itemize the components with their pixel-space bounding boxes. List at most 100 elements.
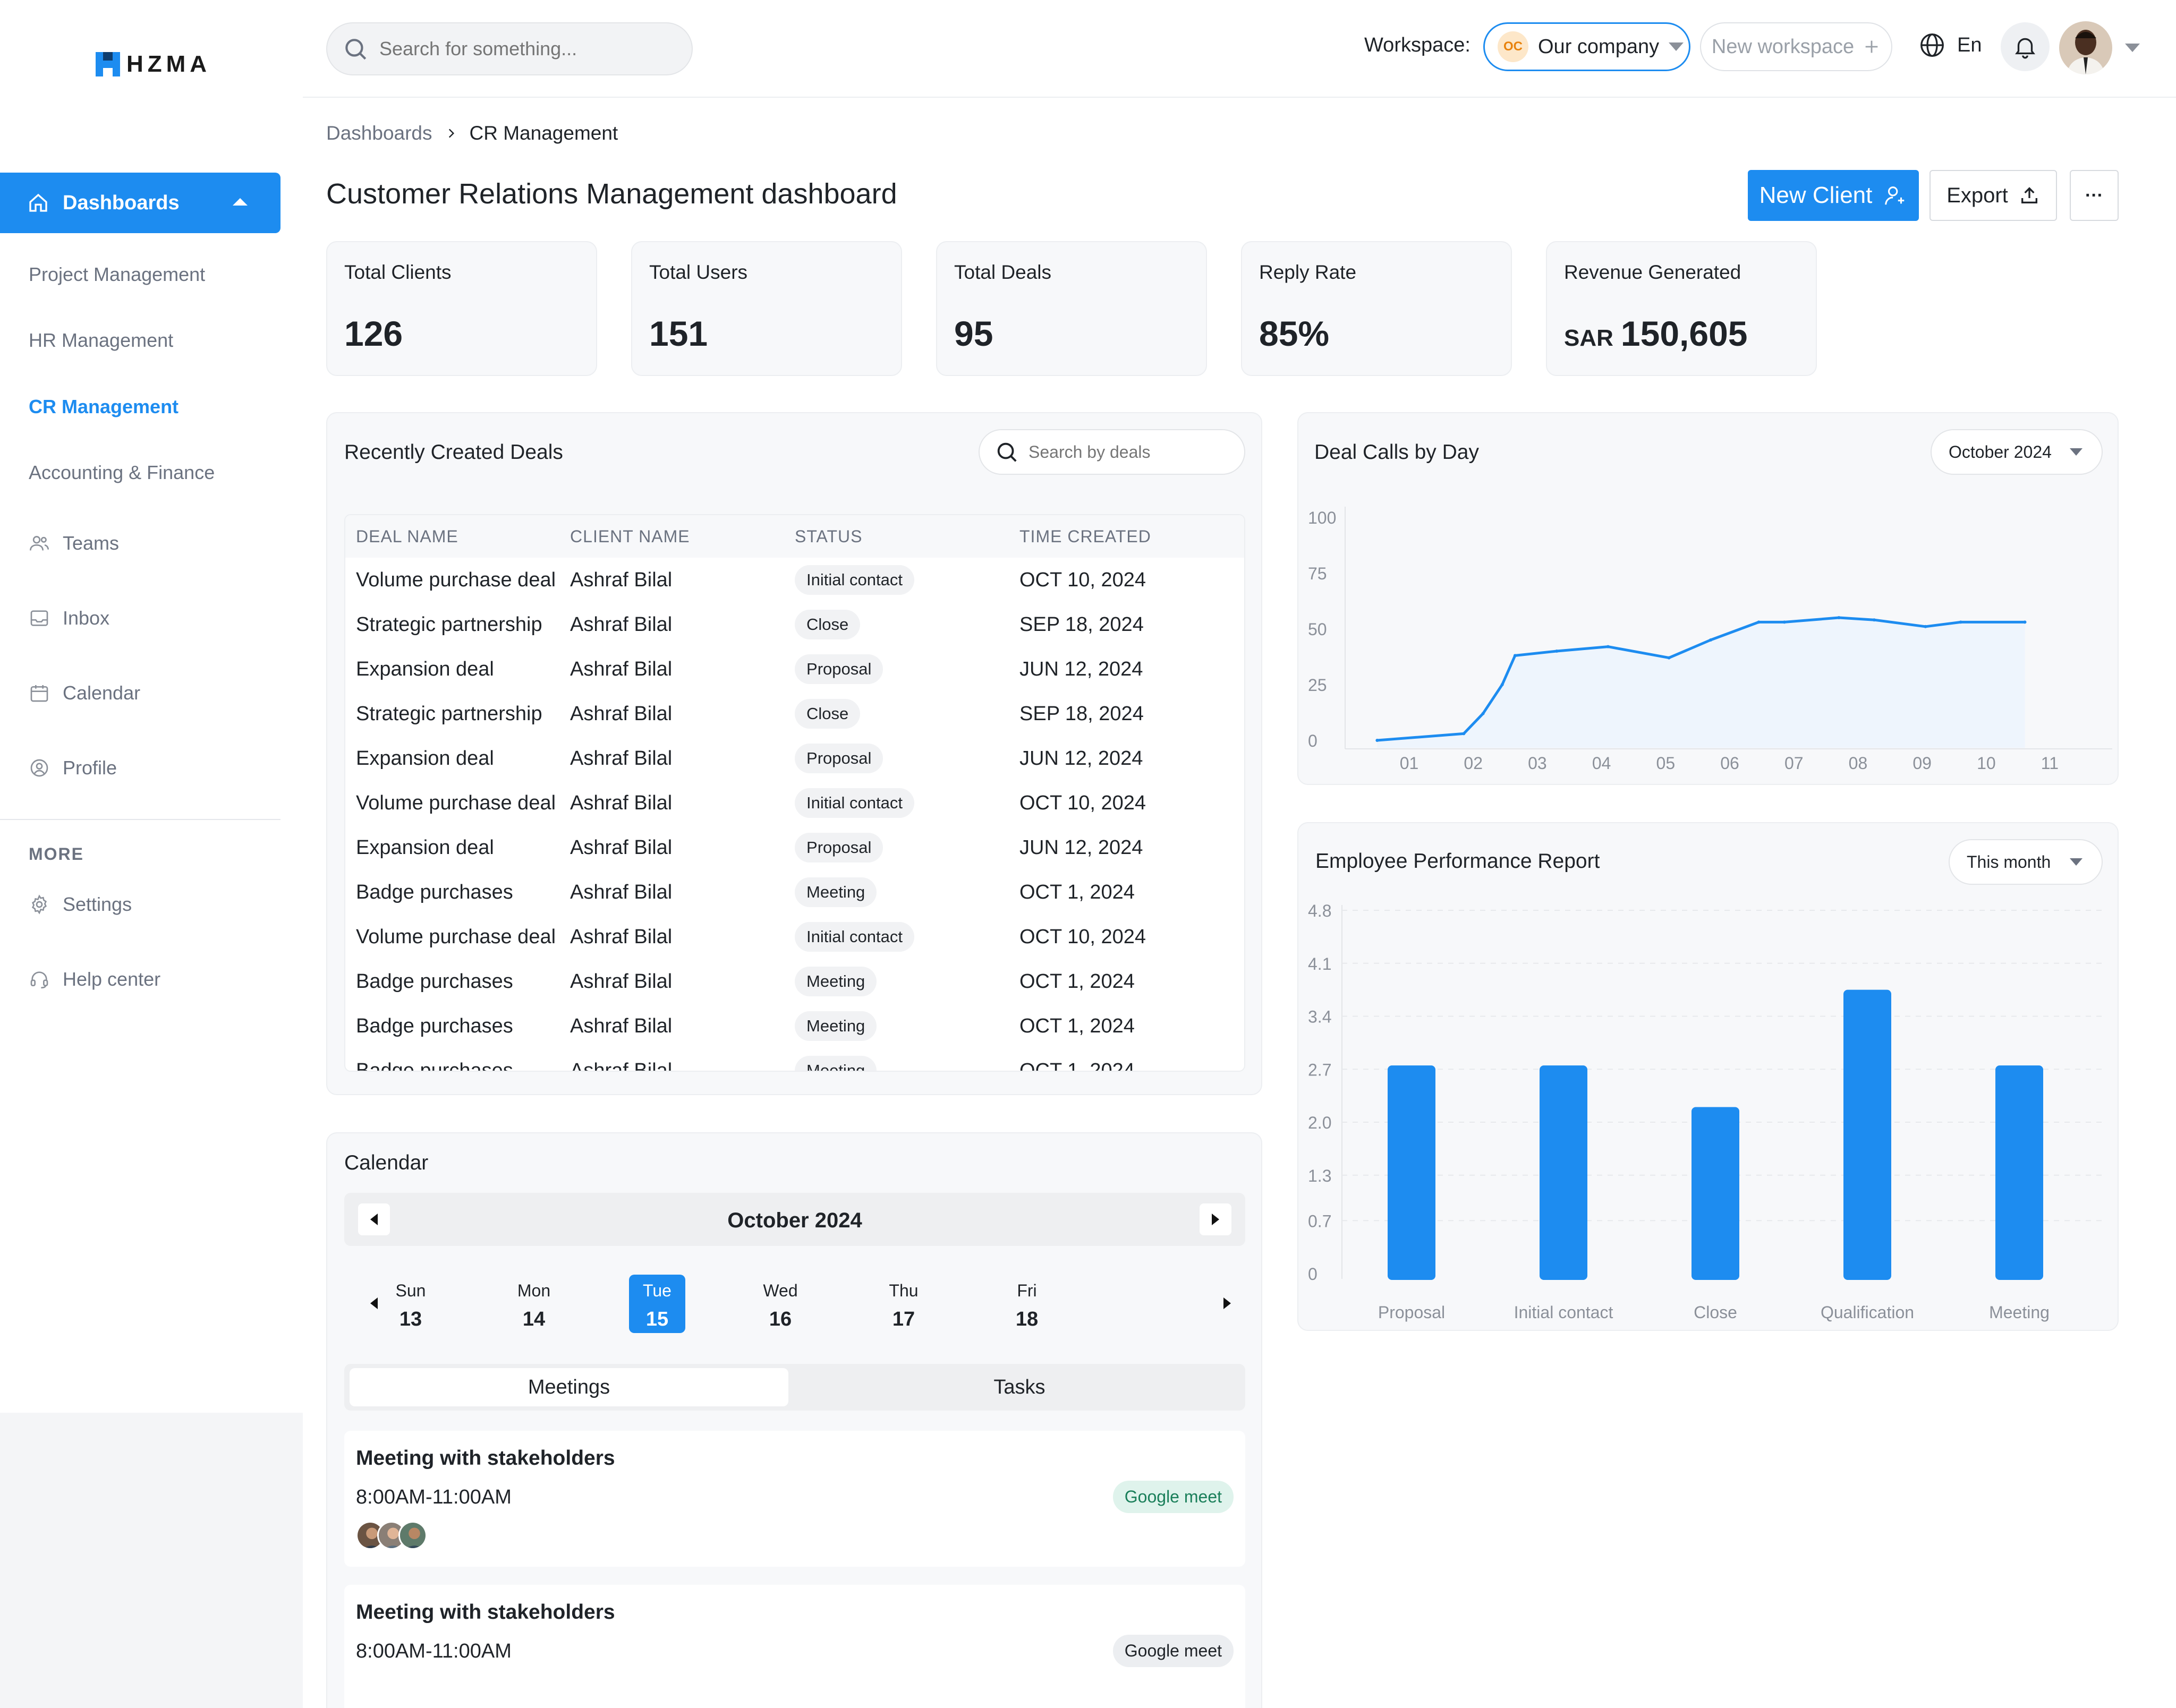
- bar[interactable]: [1843, 989, 1891, 1280]
- deal-search[interactable]: [979, 429, 1245, 475]
- table-row[interactable]: Expansion deal Ashraf Bilal Proposal JUN 12…: [345, 736, 1244, 781]
- status-badge: Proposal: [795, 744, 883, 773]
- language-selector[interactable]: En: [1918, 31, 1982, 59]
- sidebar-subitem-cr-management[interactable]: CR Management: [29, 396, 179, 417]
- sidebar-item-label: Profile: [63, 757, 117, 779]
- column-header[interactable]: CLIENT NAME: [570, 526, 690, 546]
- day-date: 17: [892, 1308, 915, 1330]
- table-row[interactable]: Expansion deal Ashraf Bilal Proposal JUN 12…: [345, 825, 1244, 870]
- search-icon: [345, 39, 367, 60]
- profile-menu-chevron-icon[interactable]: [2125, 44, 2140, 52]
- logo-mark-icon: [96, 52, 120, 76]
- workspace-select[interactable]: OC Our company: [1483, 22, 1690, 71]
- table-body: Volume purchase deal Ashraf Bilal Initial …: [345, 558, 1244, 1072]
- table-row[interactable]: Volume purchase deal Ashraf Bilal Initial …: [345, 558, 1244, 602]
- sidebar-subitem-accounting-finance[interactable]: Accounting & Finance: [29, 462, 215, 483]
- status-cell: Initial contact: [795, 565, 1019, 595]
- client-name-cell: Ashraf Bilal: [570, 1014, 673, 1037]
- plus-icon: [1865, 40, 1878, 53]
- bar[interactable]: [1692, 1107, 1739, 1280]
- sidebar-footer-area: [0, 1413, 303, 1708]
- x-tick-label: Initial contact: [1514, 1303, 1613, 1322]
- bar[interactable]: [1540, 1065, 1587, 1280]
- tab-meetings[interactable]: Meetings: [350, 1368, 788, 1406]
- meeting-card[interactable]: Meeting with stakeholders 8:00AM-11:00AM…: [344, 1585, 1245, 1708]
- new-client-button[interactable]: New Client: [1748, 170, 1919, 221]
- meeting-card[interactable]: Meeting with stakeholders 8:00AM-11:00AM…: [344, 1431, 1245, 1567]
- deal-name-cell: Badge purchases: [356, 1059, 513, 1072]
- workspace-selected: Our company: [1538, 35, 1660, 58]
- sidebar-item-settings[interactable]: Settings: [29, 893, 132, 916]
- time-created-cell: JUN 12, 2024: [1019, 836, 1143, 859]
- prev-month-button[interactable]: [358, 1203, 390, 1235]
- table-header: DEAL NAME CLIENT NAME STATUS TIME CREATE…: [345, 515, 1244, 558]
- caret-up-icon[interactable]: [233, 198, 248, 206]
- day-sun[interactable]: Sun 13: [382, 1275, 439, 1333]
- sidebar-item-inbox[interactable]: Inbox: [29, 607, 109, 629]
- sidebar-item-profile[interactable]: Profile: [29, 757, 117, 779]
- sidebar-subitem-project-management[interactable]: Project Management: [29, 263, 206, 285]
- table-row[interactable]: Volume purchase deal Ashraf Bilal Initial …: [345, 915, 1244, 959]
- column-header[interactable]: STATUS: [795, 526, 863, 546]
- day-thu[interactable]: Thu 17: [876, 1275, 932, 1333]
- global-search[interactable]: [326, 22, 693, 75]
- day-fri[interactable]: Fri 18: [999, 1275, 1055, 1333]
- table-row[interactable]: Badge purchases Ashraf Bilal Meeting OCT 1,…: [345, 870, 1244, 915]
- more-options-button[interactable]: ···: [2070, 170, 2119, 221]
- sidebar-subitem-hr-management[interactable]: HR Management: [29, 329, 174, 351]
- next-month-button[interactable]: [1200, 1203, 1231, 1235]
- y-tick-label: 25: [1308, 676, 1327, 695]
- export-button[interactable]: Export: [1930, 170, 2057, 221]
- status-cell: Proposal: [795, 744, 1019, 773]
- table-row[interactable]: Badge purchases Ashraf Bilal Meeting OCT 1,…: [345, 959, 1244, 1004]
- next-week-button[interactable]: [1211, 1287, 1243, 1319]
- sidebar-item-teams[interactable]: Teams: [29, 532, 119, 554]
- performance-period-select[interactable]: This month: [1949, 839, 2103, 885]
- stat-value: 95: [954, 314, 993, 353]
- client-name-cell: Ashraf Bilal: [570, 925, 673, 948]
- table-row[interactable]: Volume purchase deal Ashraf Bilal Initial …: [345, 781, 1244, 825]
- breadcrumb-dashboards[interactable]: Dashboards: [326, 122, 432, 144]
- table-row[interactable]: Expansion deal Ashraf Bilal Proposal JUN 12…: [345, 647, 1244, 691]
- table-row[interactable]: Badge purchases Ashraf Bilal Meeting OCT 1,…: [345, 1048, 1244, 1072]
- search-icon: [997, 442, 1017, 462]
- sidebar-item-label: Help center: [63, 968, 161, 990]
- status-badge: Meeting: [795, 877, 877, 907]
- day-wed[interactable]: Wed 16: [752, 1275, 809, 1333]
- table-row[interactable]: Strategic partnership Ashraf Bilal Close SE…: [345, 602, 1244, 647]
- deal-search-input[interactable]: [1028, 442, 1230, 462]
- client-name-cell: Ashraf Bilal: [570, 613, 673, 636]
- avatar[interactable]: [2059, 21, 2112, 74]
- column-header[interactable]: TIME CREATED: [1019, 526, 1151, 546]
- sidebar-item-dashboards[interactable]: Dashboards: [0, 173, 280, 233]
- day-date: 18: [1015, 1308, 1039, 1330]
- new-workspace-button[interactable]: New workspace: [1700, 22, 1892, 71]
- sidebar-item-help-center[interactable]: Help center: [29, 968, 160, 990]
- area-fill: [1377, 618, 2025, 748]
- day-mon[interactable]: Mon 14: [506, 1275, 562, 1333]
- new-workspace-label: New workspace: [1711, 35, 1855, 58]
- search-input[interactable]: [379, 38, 677, 60]
- bar[interactable]: [1388, 1065, 1435, 1280]
- day-tue[interactable]: Tue 15: [629, 1275, 685, 1333]
- time-created-cell: JUN 12, 2024: [1019, 657, 1143, 680]
- y-tick-label: 0: [1308, 731, 1318, 750]
- revenue-amount: 150,605: [1620, 314, 1748, 353]
- stat-label: Total Users: [649, 261, 748, 283]
- column-header[interactable]: DEAL NAME: [356, 526, 458, 546]
- deals-table: DEAL NAME CLIENT NAME STATUS TIME CREATE…: [344, 514, 1245, 1072]
- table-row[interactable]: Badge purchases Ashraf Bilal Meeting OCT 1,…: [345, 1004, 1244, 1048]
- table-row[interactable]: Strategic partnership Ashraf Bilal Close SE…: [345, 691, 1244, 736]
- data-point: [1667, 656, 1671, 660]
- x-tick-label: 11: [2041, 754, 2059, 773]
- x-tick-label: 06: [1720, 754, 1739, 773]
- tab-tasks[interactable]: Tasks: [993, 1376, 1046, 1398]
- prev-week-button[interactable]: [358, 1287, 390, 1319]
- notifications-button[interactable]: [2001, 22, 2050, 71]
- currency-label: SAR: [1564, 325, 1613, 351]
- attendee-avatars: [356, 1521, 427, 1550]
- bar[interactable]: [1995, 1065, 2043, 1280]
- deal-calls-period-select[interactable]: October 2024: [1931, 429, 2103, 475]
- sidebar-item-calendar[interactable]: Calendar: [29, 682, 140, 704]
- logo[interactable]: HZMA: [96, 51, 211, 78]
